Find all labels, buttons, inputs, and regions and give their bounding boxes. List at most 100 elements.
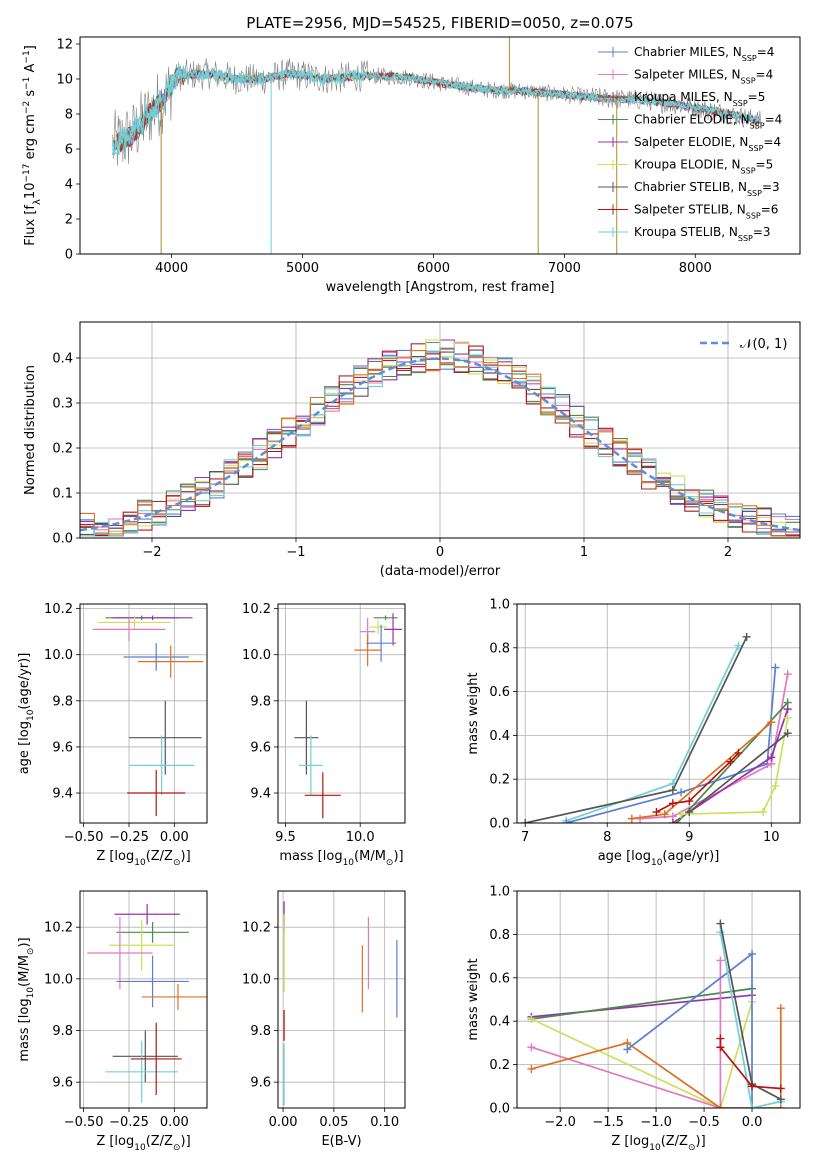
legend-label: Salpeter MILES, NSSP=4 (634, 68, 773, 86)
y-tick-label: 10.2 (44, 602, 73, 617)
y-tick-label: 4 (65, 178, 73, 193)
x-tick-label: 8 (603, 830, 611, 845)
data-point-marker (783, 729, 792, 738)
data-point-marker (783, 698, 792, 707)
data-point-marker (527, 1015, 536, 1024)
data-point-marker (767, 718, 776, 727)
x-tick-label: −0.25 (109, 830, 149, 845)
mass-weight-line (681, 717, 789, 816)
mass-weight-line (531, 960, 722, 1108)
x-tick-label: −0.50 (64, 1115, 104, 1130)
data-point-marker (716, 919, 725, 928)
data-point-marker (748, 949, 757, 958)
y-tick-label: 10 (56, 73, 73, 88)
data-point-marker (672, 819, 681, 823)
x-tick-label: −1 (286, 545, 305, 560)
y-tick-label: 0.8 (489, 641, 510, 656)
y-tick-label: 0.4 (52, 352, 73, 367)
mass-weight-line (531, 1001, 753, 1108)
y-tick-label: 1.0 (489, 885, 510, 900)
plot-area (521, 632, 792, 823)
x-tick-label: 7000 (548, 261, 581, 276)
y-tick-label: 0.0 (489, 817, 510, 832)
histogram-step-line (80, 347, 800, 537)
data-point-marker (748, 1082, 757, 1091)
x-axis-label: (data-model)/error (380, 564, 501, 579)
y-axis-label: mass weight (466, 958, 481, 1040)
data-point-marker (652, 808, 661, 817)
y-tick-label: 0.0 (52, 532, 73, 547)
data-point-marker (726, 757, 735, 766)
x-tick-label: −1.0 (640, 1115, 672, 1130)
y-axis-label: Normed distribution (23, 365, 38, 495)
legend-label: Kroupa MILES, NSSP=5 (634, 90, 765, 108)
histogram-step-line (80, 350, 800, 537)
data-point-marker (677, 788, 686, 797)
plot-area (294, 613, 403, 819)
plot-area (527, 919, 785, 1108)
data-point-marker (783, 713, 792, 722)
legend-label: Chabrier MILES, NSSP=4 (634, 45, 774, 63)
y-tick-label: 10.0 (242, 648, 271, 663)
x-tick-label: 8000 (679, 261, 712, 276)
y-tick-label: 0.2 (489, 1058, 510, 1073)
y-tick-label: 9.6 (52, 740, 73, 755)
data-point-marker (748, 1104, 757, 1108)
y-tick-label: 10.2 (242, 602, 271, 617)
data-point-marker (776, 1004, 785, 1013)
x-tick-label: 10.0 (346, 830, 375, 845)
massweight_vs_Z-panel: −2.0 −1.5 −1.0 −0.5 0.0 0.0 0.2 0.4 0.6 0.8 1.0 Z [… (466, 885, 801, 1153)
plot-area (92, 615, 204, 817)
plot-area (283, 901, 398, 1106)
x-tick-label: 4000 (155, 261, 188, 276)
data-point-marker (685, 808, 694, 817)
y-tick-label: 9.4 (250, 787, 271, 802)
data-point-marker (716, 956, 725, 965)
axes-frame (79, 36, 801, 255)
y-tick-label: 0.6 (489, 971, 510, 986)
x-tick-label: 7 (521, 830, 529, 845)
y-tick-label: 0.1 (52, 487, 73, 502)
y-tick-label: 9.4 (52, 787, 73, 802)
mass-weight-line (719, 1038, 781, 1090)
data-point-marker (742, 632, 751, 641)
axes-frame (79, 321, 801, 539)
y-tick-label: 0.2 (489, 773, 510, 788)
x-tick-label: −0.5 (688, 1115, 720, 1130)
axes-frame (516, 890, 801, 1109)
data-point-marker (783, 670, 792, 679)
massweight_vs_age-panel: 7 8 9 10 0.0 0.2 0.4 0.6 0.8 1.0 age [log10(age/yr… (466, 598, 801, 868)
x-axis-label: age [log10(age/yr)] (598, 849, 720, 868)
y-tick-label: 8 (65, 108, 73, 123)
data-point-marker (734, 641, 743, 650)
x-tick-label: −1.5 (592, 1115, 624, 1130)
plot-area (112, 37, 761, 254)
mass-weight-line (531, 1008, 782, 1108)
x-tick-label: 0.00 (269, 1115, 298, 1130)
mass-weight-line (719, 932, 781, 1108)
y-tick-label: 0.2 (52, 442, 73, 457)
mass_vs_Z-panel: −0.50 −0.25 0.00 9.6 9.8 10.0 10.2 Z [log10(Z/Z… (17, 890, 208, 1153)
y-tick-label: 12 (56, 38, 73, 53)
x-tick-label: −2 (142, 545, 161, 560)
x-tick-label: 1 (580, 545, 588, 560)
legend-label: 𝒩(0, 1) (740, 337, 787, 352)
legend-label: Kroupa STELIB, NSSP=3 (634, 225, 771, 243)
data-point-marker (521, 819, 530, 823)
data-point-marker (668, 786, 677, 795)
data-point-marker (759, 808, 768, 817)
data-point-marker (627, 814, 636, 823)
legend-label: Salpeter ELODIE, NSSP=4 (634, 135, 781, 153)
data-point-marker (716, 928, 725, 937)
legend-label: Salpeter STELIB, NSSP=6 (634, 203, 778, 221)
spectrum-title: PLATE=2956, MJD=54525, FIBERID=0050, z=0… (246, 14, 633, 32)
axes-frame (516, 603, 801, 824)
y-tick-label: 0 (65, 248, 73, 263)
age_vs_Z-panel: −0.50 −0.25 0.00 9.4 9.6 9.8 10.0 10.2 Z [log10(… (17, 602, 208, 868)
y-tick-label: 6 (65, 143, 73, 158)
y-tick-label: 10.0 (242, 972, 271, 987)
axes-frame (277, 890, 406, 1109)
x-tick-label: 6000 (417, 261, 450, 276)
x-tick-label: 0.0 (742, 1115, 763, 1130)
x-tick-label: 0 (436, 545, 444, 560)
